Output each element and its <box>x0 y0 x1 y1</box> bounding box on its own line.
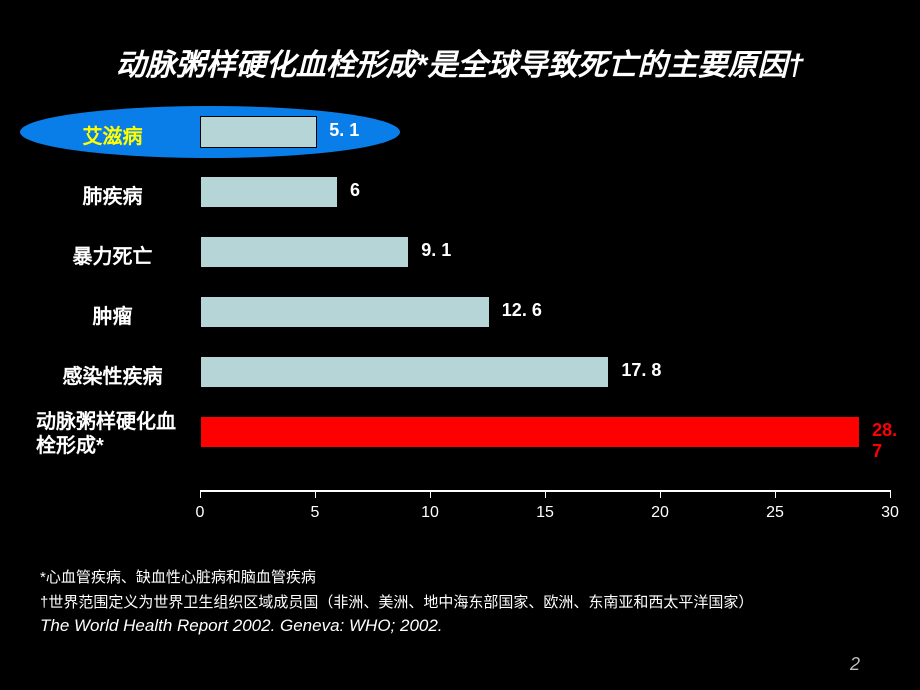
footnote: The World Health Report 2002. Geneva: WH… <box>40 616 880 636</box>
axis-tick <box>890 490 891 498</box>
chart-row: 暴力死亡 9. 1 <box>30 230 890 274</box>
axis-tick-label: 30 <box>881 504 899 522</box>
axis-tick-label: 20 <box>651 504 669 522</box>
category-label: 动脉粥样硬化血栓形成* <box>30 410 195 458</box>
axis-tick-label: 25 <box>766 504 784 522</box>
bar <box>200 116 317 148</box>
axis-tick-label: 5 <box>311 504 320 522</box>
value-label: 17. 8 <box>621 360 661 381</box>
chart-row: 肿瘤 12. 6 <box>30 290 890 334</box>
bar <box>200 236 409 268</box>
chart-row: 肺疾病 6 <box>30 170 890 214</box>
plot-area: 28. 7 <box>200 410 890 454</box>
slide-title: 动脉粥样硬化血栓形成*是全球导致死亡的主要原因† <box>30 40 890 84</box>
category-label: 暴力死亡 <box>30 240 195 269</box>
chart-row: 艾滋病 5. 1 <box>30 110 890 154</box>
category-label: 肿瘤 <box>30 300 195 329</box>
plot-area: 17. 8 <box>200 350 890 394</box>
value-label: 12. 6 <box>502 300 542 321</box>
value-label: 6 <box>350 180 360 201</box>
chart-row: 动脉粥样硬化血栓形成*28. 7 <box>30 410 890 454</box>
axis-tick <box>660 490 661 498</box>
axis-tick-label: 15 <box>536 504 554 522</box>
plot-area: 6 <box>200 170 890 214</box>
bar-chart: 艾滋病 5. 1 肺疾病 6 暴力死亡 9. 1 肿瘤 12. 6 感染性疾病 17. 8 动脉粥样… <box>30 110 890 540</box>
footnote: †世界范围定义为世界卫生组织区域成员国（非洲、美洲、地中海东部国家、欧洲、东南亚… <box>40 591 880 612</box>
bar <box>200 296 490 328</box>
bar <box>200 416 860 448</box>
value-label: 28. 7 <box>872 420 897 462</box>
category-label: 肺疾病 <box>30 180 195 209</box>
axis-tick <box>545 490 546 498</box>
footnote: *心血管疾病、缺血性心脏病和脑血管疾病 <box>40 566 880 587</box>
axis-tick <box>775 490 776 498</box>
bar <box>200 356 609 388</box>
axis-tick-label: 10 <box>421 504 439 522</box>
axis-tick <box>430 490 431 498</box>
slide: 动脉粥样硬化血栓形成*是全球导致死亡的主要原因† 艾滋病 5. 1 肺疾病 6 暴力死亡… <box>0 0 920 690</box>
axis-tick-label: 0 <box>196 504 205 522</box>
page-number: 2 <box>850 654 860 675</box>
bar <box>200 176 338 208</box>
axis-tick <box>200 490 201 498</box>
axis-tick <box>315 490 316 498</box>
value-label: 5. 1 <box>329 120 359 141</box>
plot-area: 9. 1 <box>200 230 890 274</box>
plot-area: 5. 1 <box>200 110 890 154</box>
footnotes: *心血管疾病、缺血性心脏病和脑血管疾病 †世界范围定义为世界卫生组织区域成员国（非… <box>40 566 880 640</box>
value-label: 9. 1 <box>421 240 451 261</box>
category-label: 艾滋病 <box>30 120 195 149</box>
chart-row: 感染性疾病 17. 8 <box>30 350 890 394</box>
plot-area: 12. 6 <box>200 290 890 334</box>
category-label: 感染性疾病 <box>30 360 195 389</box>
